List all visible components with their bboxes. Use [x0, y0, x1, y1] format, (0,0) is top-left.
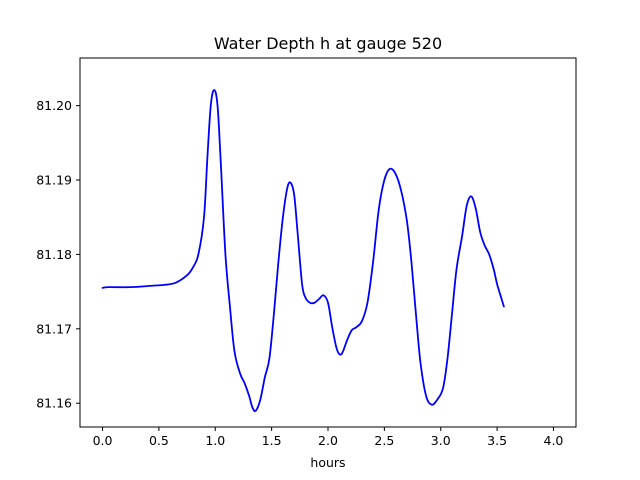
x-axis-label: hours — [310, 455, 345, 470]
y-tick-label: 81.20 — [36, 98, 72, 113]
x-axis-ticks: 0.0 0.5 1.0 1.5 2.0 2.5 3.0 3.5 4.0 — [93, 427, 564, 448]
y-tick-label: 81.17 — [36, 321, 72, 336]
x-tick-label: 3.5 — [487, 433, 507, 448]
plot-area: 0.0 0.5 1.0 1.5 2.0 2.5 3.0 3.5 4.0 81.1681.1781… — [36, 57, 577, 448]
x-tick-label: 0.5 — [149, 433, 169, 448]
series-line-water-depth — [101, 89, 505, 412]
x-tick-label: 1.0 — [205, 433, 225, 448]
x-tick-label: 1.5 — [262, 433, 282, 448]
x-tick-label: 0.0 — [93, 433, 113, 448]
x-tick-label: 3.0 — [431, 433, 451, 448]
x-tick-label: 2.0 — [318, 433, 338, 448]
plot-frame — [79, 57, 577, 428]
x-tick-label: 2.5 — [374, 433, 394, 448]
y-tick-label: 81.16 — [36, 396, 72, 411]
chart-title: Water Depth h at gauge 520 — [214, 34, 442, 53]
y-tick-label: 81.19 — [36, 173, 72, 188]
x-tick-label: 4.0 — [544, 433, 564, 448]
y-axis-ticks: 81.16 81.17 81.18 81.19 81.20 — [36, 98, 80, 411]
y-tick-label: 81.18 — [36, 247, 72, 262]
